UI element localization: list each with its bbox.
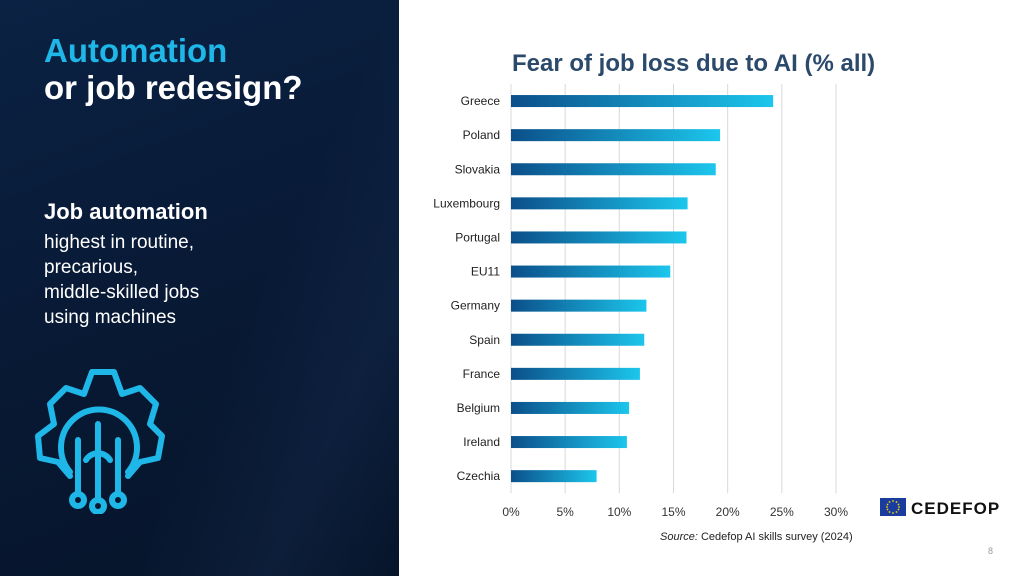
body-line: middle-skilled jobs [44,282,200,303]
bar [511,95,774,108]
bar [511,197,688,210]
left-panel: Automation or job redesign? Job automati… [0,0,399,576]
bar [511,436,627,449]
bar [511,299,647,312]
body-line: highest in routine, [44,232,194,253]
x-tick-label: 0% [502,505,520,519]
bar [511,401,630,414]
title-line2: or job redesign? [44,69,303,106]
subheading: Job automation [44,199,208,224]
category-label: Slovakia [455,162,501,176]
category-label: Greece [461,94,501,108]
body-text: highest in routine, precarious, middle-s… [44,230,304,330]
source-note: Source: Cedefop AI skills survey (2024) [660,531,853,543]
category-label: EU11 [471,265,500,279]
source-text: Cedefop AI skills survey (2024) [697,531,853,543]
body-line: using machines [44,307,177,328]
logo-text: CEDEFOP [911,499,1000,518]
bar [511,129,721,142]
category-label: Spain [469,333,500,347]
bar [511,265,671,278]
x-tick-label: 5% [556,505,574,519]
bar [511,470,597,483]
body-line: precarious, [44,257,138,278]
x-tick-label: 15% [661,505,685,519]
gear-circuit-icon [35,369,165,514]
category-label: France [463,367,501,381]
bar [511,163,716,176]
title-line1: Automation [44,32,228,69]
bar-chart: 0% 5% 10% 15% 20% 25% 30% Greece Poland Slovakia L… [433,84,848,519]
bar [511,333,645,346]
category-label: Portugal [455,230,500,244]
category-label: Belgium [457,401,500,415]
chart-title: Fear of job loss due to AI (% all) [512,50,876,77]
page-number: 8 [988,546,994,556]
category-label: Czechia [457,469,501,483]
x-tick-label: 10% [607,505,631,519]
x-tick-label: 25% [770,505,794,519]
x-tick-label: 30% [824,505,848,519]
category-label: Poland [463,128,500,142]
source-label: Source: [660,531,698,543]
bar [511,231,687,244]
cedefop-logo: CEDEFOP [880,498,1000,518]
category-label: Ireland [463,435,500,449]
category-label: Germany [451,299,500,313]
bar [511,367,640,380]
x-tick-label: 20% [716,505,740,519]
category-label: Luxembourg [433,196,500,210]
eu-flag-icon [880,498,906,516]
